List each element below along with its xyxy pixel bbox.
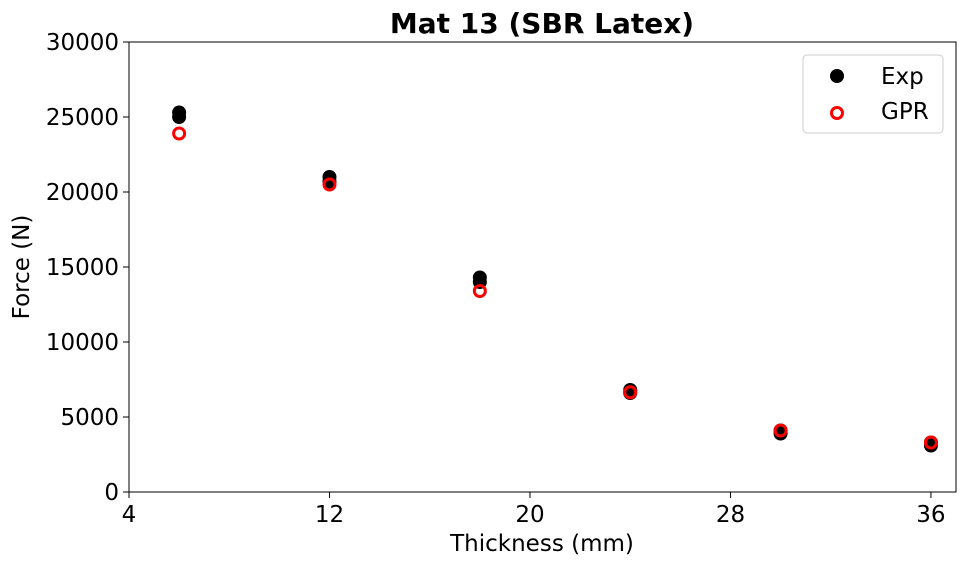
legend-exp-label: Exp: [881, 64, 924, 90]
legend-gpr-label: GPR: [881, 99, 929, 125]
exp-point: [322, 174, 337, 189]
y-tick-label: 25000: [46, 105, 119, 131]
legend-exp-marker: [830, 69, 844, 83]
exp-point: [172, 110, 187, 124]
gpr-point: [322, 177, 337, 192]
exp-point: [923, 438, 938, 453]
gpr-point: [172, 126, 187, 141]
y-axis: 0 5000 10000 15000 20000 25000 30000: [46, 30, 129, 506]
exp-point: [773, 426, 788, 441]
x-tick-label: 36: [916, 502, 945, 528]
y-tick-label: 5000: [60, 405, 119, 431]
x-tick-label: 28: [716, 502, 745, 528]
data-points: [172, 105, 938, 453]
y-tick-label: 20000: [46, 180, 119, 206]
gpr-point: [773, 423, 788, 438]
y-tick-label: 15000: [46, 255, 119, 281]
y-tick-label: 0: [104, 480, 119, 506]
x-tick-label: 4: [122, 502, 137, 528]
y-tick-label: 10000: [46, 330, 119, 356]
x-axis: 4 12 20 28 36: [122, 492, 946, 528]
gpr-point: [623, 385, 638, 400]
y-tick-label: 30000: [46, 30, 119, 56]
x-axis-label: Thickness (mm): [449, 531, 634, 557]
gpr-point: [472, 284, 487, 298]
chart-title: Mat 13 (SBR Latex): [390, 7, 694, 40]
legend-gpr-marker: [830, 106, 844, 120]
gpr-point: [923, 435, 938, 450]
y-axis-label: Force (N): [9, 215, 35, 320]
x-tick-label: 20: [515, 502, 544, 528]
legend: Exp GPR: [802, 54, 944, 134]
x-tick-label: 12: [315, 502, 344, 528]
